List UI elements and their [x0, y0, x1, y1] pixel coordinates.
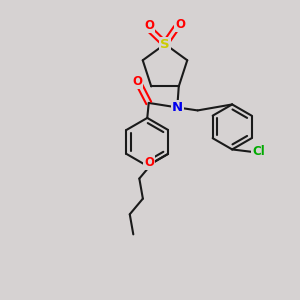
Text: O: O — [144, 19, 154, 32]
Text: O: O — [175, 18, 185, 31]
Text: Cl: Cl — [252, 145, 265, 158]
Text: N: N — [172, 101, 183, 114]
Text: O: O — [132, 75, 142, 88]
Text: O: O — [144, 156, 154, 169]
Text: S: S — [160, 38, 170, 51]
